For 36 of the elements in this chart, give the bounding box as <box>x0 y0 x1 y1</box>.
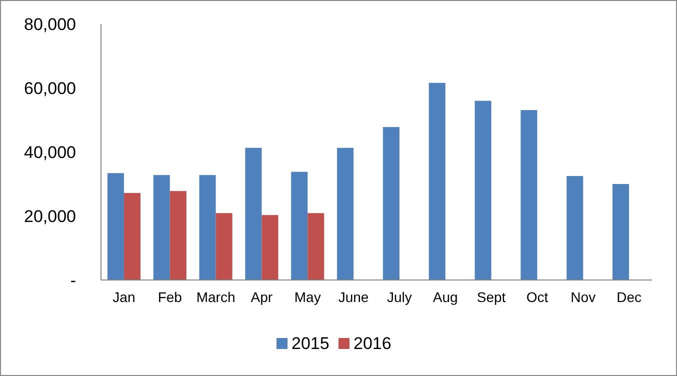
bar <box>153 175 170 280</box>
bar <box>382 127 400 280</box>
x-tick-label: Sept <box>476 289 506 305</box>
bar <box>245 148 262 280</box>
y-tick-label: 80,000 <box>24 14 76 34</box>
x-tick-label: Feb <box>158 289 182 305</box>
x-tick-label: July <box>387 289 412 305</box>
y-tick-label: - <box>70 270 76 290</box>
x-tick-label: Nov <box>570 289 596 305</box>
bar <box>199 175 216 280</box>
bar <box>337 148 354 280</box>
legend-label: 2015 <box>292 334 330 353</box>
x-tick-label: June <box>338 289 369 305</box>
bar <box>107 173 124 280</box>
x-tick-label: March <box>196 289 236 305</box>
bar <box>566 176 584 280</box>
bar <box>170 191 186 280</box>
x-tick-label: Aug <box>432 289 458 305</box>
bar <box>216 213 232 280</box>
y-tick-label: 20,000 <box>24 206 76 226</box>
legend-label: 2016 <box>354 334 392 353</box>
x-tick-label: Dec <box>616 289 642 305</box>
bar <box>520 110 538 280</box>
x-tick-label: May <box>294 289 321 305</box>
bar <box>291 172 308 280</box>
y-tick-label: 40,000 <box>24 142 76 162</box>
bar <box>428 82 446 280</box>
x-tick-label: Jan <box>112 289 136 305</box>
bar <box>124 192 140 280</box>
bar <box>308 213 324 280</box>
bar <box>262 215 278 280</box>
bar <box>474 100 492 280</box>
bar <box>612 184 630 280</box>
x-tick-label: Apr <box>250 289 273 305</box>
y-tick-label: 60,000 <box>24 78 76 98</box>
x-tick-label: Oct <box>526 289 548 305</box>
